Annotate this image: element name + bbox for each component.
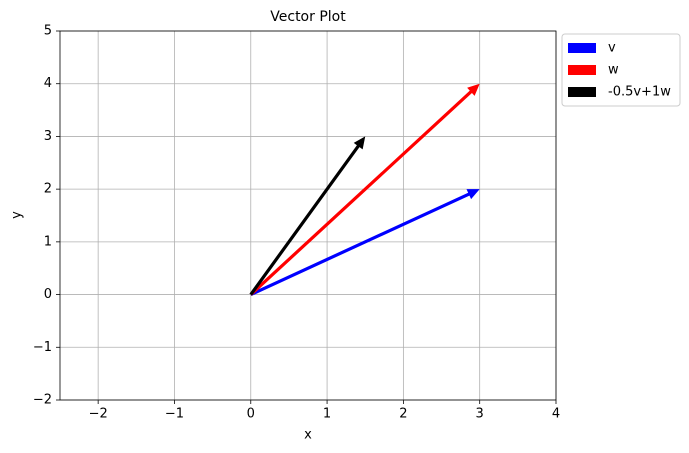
x-tick-label: 3 [476,407,484,422]
chart-title: Vector Plot [270,9,346,25]
y-tick-label: −1 [33,340,52,355]
x-tick-label: −2 [89,407,108,422]
y-tick-label: 1 [44,234,52,249]
vector-arrow [249,83,480,296]
legend-swatch [568,87,596,97]
y-tick-label: 4 [44,76,52,91]
legend-label: w [608,63,619,78]
x-tick-label: 1 [323,407,331,422]
y-tick-label: −2 [33,393,52,408]
y-tick-label: 2 [44,182,52,197]
legend-swatch [568,43,596,53]
legend-label: -0.5v+1w [608,85,671,100]
y-tick-label: 3 [44,129,52,144]
vector-arrow [250,189,480,297]
legend-label: v [608,41,616,56]
vector-arrow [249,136,366,296]
y-tick-label: 0 [44,287,52,302]
legend-swatch [568,65,596,75]
x-tick-label: 2 [399,407,407,422]
plot-frame [59,30,557,401]
y-tick-label: 5 [44,24,52,39]
x-tick-label: 4 [552,407,560,422]
y-axis-label: y [10,211,25,219]
x-tick-label: −1 [165,407,184,422]
x-axis-label: x [304,428,312,443]
x-tick-label: 0 [247,407,255,422]
